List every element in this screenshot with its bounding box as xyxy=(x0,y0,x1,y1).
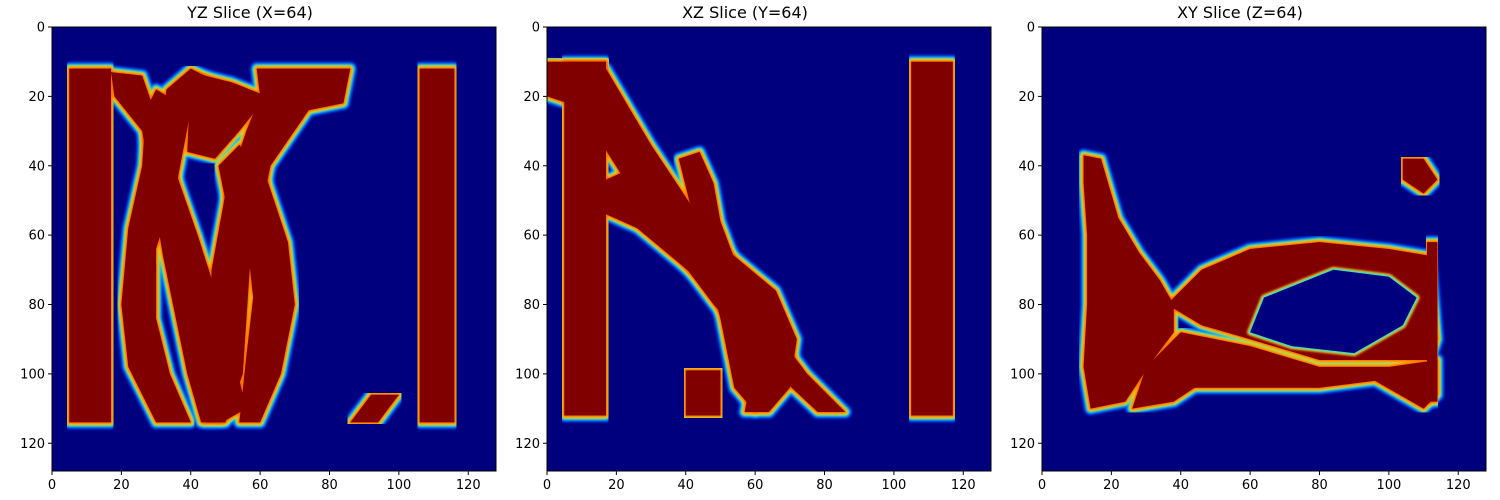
xy-structure-fill-2 xyxy=(1132,332,1438,409)
xz-x-tick-label-0: 0 xyxy=(543,478,551,493)
xy-y-tick-label-0: 0 xyxy=(1027,21,1035,36)
xz-structure-fill-6 xyxy=(911,61,953,416)
xz-x-tick-label-1: 20 xyxy=(608,478,625,493)
xy-slice-panel: XY Slice (Z=64) 0 20 40 60 80 100 120 0 20 40 60 80… xyxy=(990,0,1490,500)
xy-y-tick-label-2: 40 xyxy=(1018,159,1035,174)
xz-y-tick-label-0: 0 xyxy=(532,21,540,36)
xz-y-tick-label-1: 20 xyxy=(523,90,540,105)
yz-x-tick-label-5: 100 xyxy=(386,478,411,493)
yz-y-tick-label-5: 100 xyxy=(20,367,45,382)
xz-y-tick-label-4: 80 xyxy=(523,298,540,313)
xy-y-tick-label-5: 100 xyxy=(1010,367,1035,382)
yz-y-tick-label-6: 120 xyxy=(20,437,45,452)
xy-hole-fill-0 xyxy=(1250,269,1417,354)
xz-y-tick-label-2: 40 xyxy=(523,159,540,174)
xy-y-tick-label-4: 80 xyxy=(1018,298,1035,313)
yz-y-tick-label-1: 20 xyxy=(28,90,45,105)
xz-structure-fill-3 xyxy=(606,165,797,412)
xz-x-tick-label-3: 60 xyxy=(747,478,764,493)
yz-slice-title: YZ Slice (X=64) xyxy=(187,3,313,22)
xy-y-tick-label-1: 20 xyxy=(1018,90,1035,105)
xz-axes-frame xyxy=(546,26,992,472)
xy-y-tick-label-3: 60 xyxy=(1018,229,1035,244)
xz-structure-fill-5 xyxy=(685,370,721,416)
yz-y-tick-label-2: 40 xyxy=(28,159,45,174)
yz-heatmap-shapes xyxy=(62,62,461,429)
yz-x-tick-label-1: 20 xyxy=(113,478,130,493)
xz-y-tick-label-5: 100 xyxy=(515,367,540,382)
yz-slice-plot: 0 20 40 60 80 100 120 0 20 40 60 80 100 120 xyxy=(20,21,497,493)
xy-structure-fill-4 xyxy=(1402,158,1438,194)
yz-structure-fill-7 xyxy=(419,68,455,423)
yz-x-tick-label-3: 60 xyxy=(252,478,269,493)
yz-structure-fill-5 xyxy=(218,144,295,423)
xy-x-tick-label-5: 100 xyxy=(1376,478,1401,493)
yz-x-tick-label-0: 0 xyxy=(48,478,56,493)
xy-x-tick-label-2: 40 xyxy=(1172,478,1189,493)
xy-x-tick-label-3: 60 xyxy=(1242,478,1259,493)
xz-heatmap-shapes xyxy=(547,55,960,422)
xy-x-tick-label-4: 80 xyxy=(1311,478,1328,493)
xy-x-tick-label-0: 0 xyxy=(1038,478,1046,493)
yz-y-tick-label-4: 80 xyxy=(28,298,45,313)
yz-structure-fill-8 xyxy=(350,394,399,423)
xz-structure-fill-0 xyxy=(564,61,606,416)
xz-x-tick-label-6: 120 xyxy=(951,478,976,493)
yz-x-tick-label-4: 80 xyxy=(321,478,338,493)
xz-slice-plot: 0 20 40 60 80 100 120 0 20 40 60 80 100 120 xyxy=(515,21,992,493)
xy-slice-title: XY Slice (Z=64) xyxy=(1177,3,1303,22)
yz-x-tick-label-2: 40 xyxy=(182,478,199,493)
xz-slice-panel: XZ Slice (Y=64) 0 20 40 60 80 100 120 0 20 40 60 80… xyxy=(495,0,995,500)
xy-slice-plot: 0 20 40 60 80 100 120 0 20 40 60 80 100 120 xyxy=(1010,21,1487,493)
xy-structure-fill-0 xyxy=(1083,155,1174,409)
yz-axes-frame xyxy=(51,26,497,472)
xz-y-tick-label-3: 60 xyxy=(523,229,540,244)
xy-heatmap-shapes xyxy=(1077,148,1444,416)
xz-x-tick-label-2: 40 xyxy=(677,478,694,493)
xy-x-tick-label-1: 20 xyxy=(1103,478,1120,493)
xz-structure-fill-4 xyxy=(678,151,776,412)
yz-structure-fill-0 xyxy=(69,68,111,423)
xz-x-tick-label-4: 80 xyxy=(816,478,833,493)
xy-y-tick-label-6: 120 xyxy=(1010,437,1035,452)
xy-axes-frame xyxy=(1041,26,1487,472)
xz-slice-title: XZ Slice (Y=64) xyxy=(682,3,808,22)
xy-x-tick-label-6: 120 xyxy=(1446,478,1471,493)
yz-slice-panel: YZ Slice (X=64) 0 20 40 60 80 100 120 0 20 40 60 80… xyxy=(0,0,500,500)
xz-x-tick-label-5: 100 xyxy=(881,478,906,493)
yz-y-tick-label-0: 0 xyxy=(37,21,45,36)
yz-x-tick-label-6: 120 xyxy=(456,478,481,493)
yz-structure-fill-6 xyxy=(121,89,191,423)
xz-y-tick-label-6: 120 xyxy=(515,437,540,452)
xy-structure-fill-3 xyxy=(1427,242,1438,402)
yz-y-tick-label-3: 60 xyxy=(28,229,45,244)
